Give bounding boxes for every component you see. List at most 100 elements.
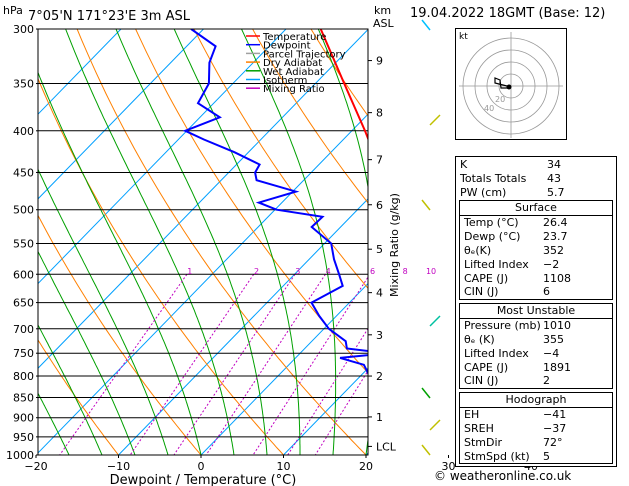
surface-row: Dewp (°C) 23.7	[460, 230, 612, 244]
pressure-tick-label: 800	[13, 370, 34, 383]
hodograph-row: StmDir 72°	[460, 436, 612, 450]
mixing-ratio-line	[173, 274, 296, 455]
most-unstable-row: Pressure (mb) 1010	[460, 319, 612, 333]
temperature-tick-label: −10	[107, 460, 130, 473]
most-unstable-row: CAPE (J) 1891	[460, 361, 612, 375]
dry-adiabat-line	[193, 29, 368, 290]
most-unstable-value: 1891	[543, 360, 571, 374]
mixing-ratio-label: 2	[254, 267, 259, 276]
pressure-tick-label: 700	[13, 323, 34, 336]
legend-label: Parcel Trajectory	[263, 49, 346, 60]
surface-value: 352	[543, 243, 564, 257]
datetime-label: 19.04.2022 18GMT (Base: 12)	[410, 6, 606, 21]
index-value: 43	[547, 171, 561, 185]
index-value: 5.7	[547, 185, 565, 199]
hodograph-label: SREH	[464, 421, 494, 435]
wind-barbs-column	[421, 19, 441, 456]
mixing-ratio-label: 1	[187, 267, 192, 276]
index-label: Totals Totals	[460, 171, 527, 185]
surface-row: CAPE (J) 1108	[460, 272, 612, 286]
surface-value: −2	[543, 257, 560, 271]
isotherm-line	[118, 198, 368, 455]
surface-label: θₑ(K)	[464, 243, 492, 257]
pressure-tick-label: 650	[13, 297, 34, 310]
pressure-unit-label: hPa	[3, 4, 23, 17]
index-row: K 34	[456, 158, 616, 172]
most-unstable-label: CAPE (J)	[464, 360, 509, 374]
most-unstable-title: Most Unstable	[496, 304, 576, 318]
hodograph-value: −41	[543, 408, 567, 422]
mixing-ratio-label: 4	[326, 267, 331, 276]
most-unstable-box: Most Unstable Pressure (mb) 1010 θₑ (K) 355…	[459, 303, 613, 390]
legend-label: Isotherm	[263, 76, 307, 87]
dry-adiabat-line	[252, 29, 368, 204]
wind-barb	[429, 114, 441, 126]
most-unstable-row: CIN (J) 2	[460, 374, 612, 388]
pressure-tick-label: 850	[13, 391, 34, 404]
mixing-ratio-line	[205, 274, 326, 455]
wet-adiabat-line	[38, 392, 70, 455]
surface-value: 26.4	[543, 216, 568, 230]
hodograph-row: SREH −37	[460, 422, 612, 436]
hodograph-value: 72°	[543, 435, 563, 449]
plot-area	[38, 29, 368, 455]
height-tick-label: 8	[376, 107, 383, 120]
wind-barb	[421, 19, 431, 31]
pressure-tick-label: 900	[13, 412, 34, 425]
pressure-tick-label: 350	[13, 78, 34, 91]
index-label: K	[460, 158, 468, 171]
height-tick-label: 7	[376, 154, 383, 167]
hodograph-ring-label: 20	[495, 95, 505, 104]
surface-row: CIN (J) 6	[460, 285, 612, 299]
hodograph-ring-label: 40	[484, 104, 494, 113]
hodograph-title: Hodograph	[505, 393, 567, 407]
location-label: 7°05'N 171°23'E 3m ASL	[28, 9, 191, 24]
x-axis-title: Dewpoint / Temperature (°C)	[110, 473, 297, 486]
temperature-tick-label: 10	[277, 460, 291, 473]
wet-adiabat-line	[38, 323, 103, 455]
mixing-ratio-line	[287, 327, 368, 455]
mixing-ratio-label: 8	[403, 267, 408, 276]
temperature-tick-label: −20	[24, 460, 47, 473]
surface-label: CAPE (J)	[464, 271, 509, 285]
surface-label: Temp (°C)	[464, 216, 519, 230]
pressure-tick-label: 600	[13, 268, 34, 281]
mixing-ratio-line	[129, 274, 255, 455]
pressure-tick-label: 550	[13, 237, 34, 250]
index-row: PW (cm) 5.7	[456, 186, 616, 200]
surface-row: Temp (°C) 26.4	[460, 216, 612, 230]
surface-label: Lifted Index	[464, 257, 529, 271]
surface-title: Surface	[515, 201, 557, 215]
pressure-tick-label: 400	[13, 125, 34, 138]
most-unstable-label: CIN (J)	[464, 374, 499, 388]
index-label: PW (cm)	[460, 185, 507, 199]
pressure-tick-label: 300	[13, 23, 34, 36]
most-unstable-label: Pressure (mb)	[464, 319, 541, 333]
mixing-ratio-label: 10	[426, 267, 436, 276]
isotherm-line	[38, 29, 287, 285]
pressure-tick-label: 500	[13, 204, 34, 217]
most-unstable-value: 2	[543, 374, 550, 388]
most-unstable-row: Lifted Index −4	[460, 347, 612, 361]
index-row: Totals Totals 43	[456, 172, 616, 186]
surface-label: CIN (J)	[464, 285, 499, 299]
plot-frame	[37, 28, 369, 456]
hodograph-storm-marker	[506, 84, 512, 90]
height-unit-label: km	[374, 4, 391, 17]
height-tick-label: 6	[376, 199, 383, 212]
pressure-tick-label: 950	[13, 431, 34, 444]
height-tick-label: LCL	[376, 440, 397, 453]
isotherm-line	[283, 367, 368, 455]
hodograph-trace	[494, 77, 508, 89]
most-unstable-value: −4	[543, 346, 560, 360]
most-unstable-label: θₑ (K)	[464, 332, 495, 346]
wind-barb	[429, 419, 441, 431]
legend-label: Wet Adiabat	[263, 67, 324, 78]
temperature-tick-label: 30	[442, 460, 456, 473]
legend-label: Mixing Ratio	[263, 84, 325, 95]
hodograph-row: StmSpd (kt) 5	[460, 450, 612, 464]
temperature-tick-label: 0	[198, 460, 205, 473]
hodograph-row: EH −41	[460, 408, 612, 422]
height-tick-label: 2	[376, 370, 383, 383]
